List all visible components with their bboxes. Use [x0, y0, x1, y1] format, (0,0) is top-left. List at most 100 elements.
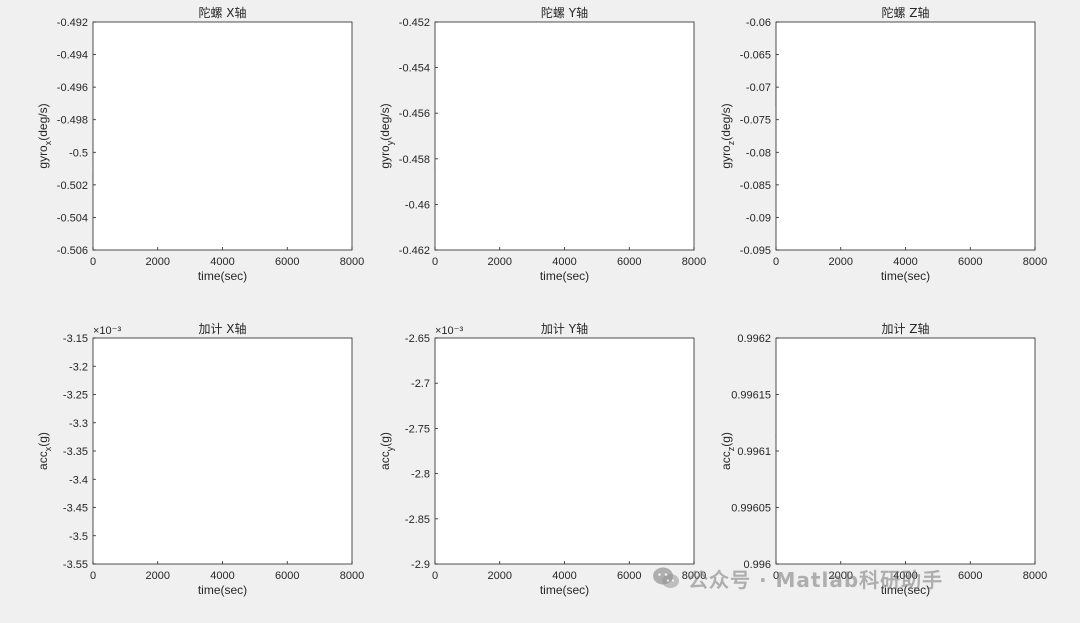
y-tick-label: -3.4 — [69, 474, 88, 486]
x-tick-label: 8000 — [1023, 570, 1047, 582]
y-axis-label: accz(g) — [719, 432, 736, 470]
y-tick-label: 0.99605 — [731, 503, 771, 515]
y-tick-label: 0.9962 — [737, 333, 771, 345]
x-axis-label: time(sec) — [198, 269, 247, 283]
y-tick-label: 0.996 — [743, 559, 771, 571]
subplot-1: 0 2000 4000 6000 8000 -0.506 -0.504 -0.502 -0.5 -… — [36, 5, 364, 283]
y-tick-label: -3.2 — [69, 361, 88, 373]
y-tick-label: -3.5 — [69, 531, 88, 543]
x-tick-label: 6000 — [958, 570, 982, 582]
y-tick-label: -0.065 — [740, 50, 771, 62]
y-tick-label: -2.75 — [405, 423, 430, 435]
axis-exponent-label: ×10⁻³ — [435, 325, 463, 337]
x-tick-label: 0 — [90, 256, 96, 268]
x-axis-label: time(sec) — [881, 269, 930, 283]
x-axis-label: time(sec) — [540, 583, 589, 597]
y-tick-label: -0.5 — [69, 147, 88, 159]
x-tick-label: 2000 — [146, 256, 170, 268]
x-tick-label: 2000 — [488, 256, 512, 268]
x-tick-label: 0 — [432, 570, 438, 582]
y-tick-label: 0.99615 — [731, 390, 771, 402]
y-tick-label: -0.454 — [399, 63, 430, 75]
y-tick-label: -3.3 — [69, 418, 88, 430]
y-axis-label: gyroy(deg/s) — [378, 103, 395, 168]
subplot-title: 陀螺 Y轴 — [541, 5, 588, 20]
y-axis-label: gyroz(deg/s) — [719, 103, 736, 168]
x-tick-label: 4000 — [552, 256, 576, 268]
axes-frame — [92, 21, 353, 251]
x-tick-label: 4000 — [893, 256, 917, 268]
axes-frame — [434, 21, 695, 251]
x-tick-label: 6000 — [617, 570, 641, 582]
x-tick-label: 2000 — [829, 256, 853, 268]
axes-frame — [775, 337, 1036, 565]
x-tick-label: 6000 — [275, 570, 299, 582]
x-tick-label: 0 — [432, 256, 438, 268]
y-tick-label: -0.456 — [399, 108, 430, 120]
y-tick-label: -0.09 — [746, 212, 771, 224]
x-axis-label: time(sec) — [881, 583, 930, 597]
subplot-4: 0 2000 4000 6000 8000 -3.55 -3.5 -3.45 -3.4 -3.35… — [36, 321, 364, 597]
y-tick-label: -0.07 — [746, 82, 771, 94]
subplot-2: 0 2000 4000 6000 8000 -0.462 -0.46 -0.458 -0.456… — [378, 5, 706, 283]
x-tick-label: 6000 — [958, 256, 982, 268]
x-tick-label: 8000 — [1023, 256, 1047, 268]
subplot-title: 陀螺 Z轴 — [881, 5, 929, 20]
x-axis-label: time(sec) — [198, 583, 247, 597]
subplot-title: 加计 X轴 — [198, 321, 246, 336]
y-tick-label: -3.25 — [63, 390, 88, 402]
x-tick-label: 4000 — [552, 570, 576, 582]
y-tick-label: -2.65 — [405, 333, 430, 345]
x-tick-label: 2000 — [829, 570, 853, 582]
y-tick-label: -0.502 — [57, 180, 88, 192]
y-tick-label: -2.85 — [405, 514, 430, 526]
x-tick-label: 6000 — [617, 256, 641, 268]
x-tick-label: 8000 — [682, 256, 706, 268]
subplot-title: 加计 Y轴 — [541, 321, 588, 336]
x-axis-label: time(sec) — [540, 269, 589, 283]
x-tick-label: 6000 — [275, 256, 299, 268]
y-tick-label: -0.492 — [57, 17, 88, 29]
y-tick-label: -0.462 — [399, 245, 430, 257]
axes-frame — [775, 21, 1036, 251]
y-tick-label: -2.9 — [411, 559, 430, 571]
y-tick-label: -0.075 — [740, 115, 771, 127]
y-tick-label: -0.46 — [405, 199, 430, 211]
y-tick-label: -3.35 — [63, 446, 88, 458]
axes-frame — [92, 337, 353, 565]
x-tick-label: 8000 — [340, 256, 364, 268]
x-tick-label: 4000 — [210, 570, 234, 582]
x-tick-label: 0 — [773, 256, 779, 268]
y-tick-label: -0.085 — [740, 180, 771, 192]
y-tick-label: -3.15 — [63, 333, 88, 345]
x-tick-label: 2000 — [146, 570, 170, 582]
y-tick-label: 0.9961 — [737, 446, 771, 458]
x-tick-label: 4000 — [893, 570, 917, 582]
y-axis-label: accx(g) — [36, 432, 53, 470]
y-tick-label: -0.06 — [746, 17, 771, 29]
x-tick-label: 4000 — [210, 256, 234, 268]
y-tick-label: -0.458 — [399, 154, 430, 166]
x-tick-label: 2000 — [488, 570, 512, 582]
axis-exponent-label: ×10⁻³ — [93, 325, 121, 337]
y-tick-label: -0.498 — [57, 115, 88, 127]
subplot-3: 0 2000 4000 6000 8000 -0.095 -0.09 -0.085 -0.08 -… — [719, 5, 1047, 283]
x-tick-label: 8000 — [682, 570, 706, 582]
y-axis-label: accy(g) — [378, 432, 395, 470]
y-tick-label: -0.506 — [57, 245, 88, 257]
subplot-6: 0 2000 4000 6000 8000 0.996 0.99605 0.9961 0.996… — [719, 321, 1047, 597]
y-tick-label: -0.08 — [746, 147, 771, 159]
y-tick-label: -0.496 — [57, 82, 88, 94]
subplot-5: 0 2000 4000 6000 8000 -2.9 -2.85 -2.8 -2.75 -2.7 -… — [378, 321, 706, 597]
axes-frame — [434, 337, 695, 565]
y-tick-label: -0.494 — [57, 50, 88, 62]
x-tick-label: 0 — [773, 570, 779, 582]
x-tick-label: 0 — [90, 570, 96, 582]
y-axis-label: gyrox(deg/s) — [36, 103, 53, 168]
x-tick-label: 8000 — [340, 570, 364, 582]
y-tick-label: -2.8 — [411, 469, 430, 481]
y-tick-label: -0.504 — [57, 212, 88, 224]
y-tick-label: -0.095 — [740, 245, 771, 257]
y-tick-label: -0.452 — [399, 17, 430, 29]
